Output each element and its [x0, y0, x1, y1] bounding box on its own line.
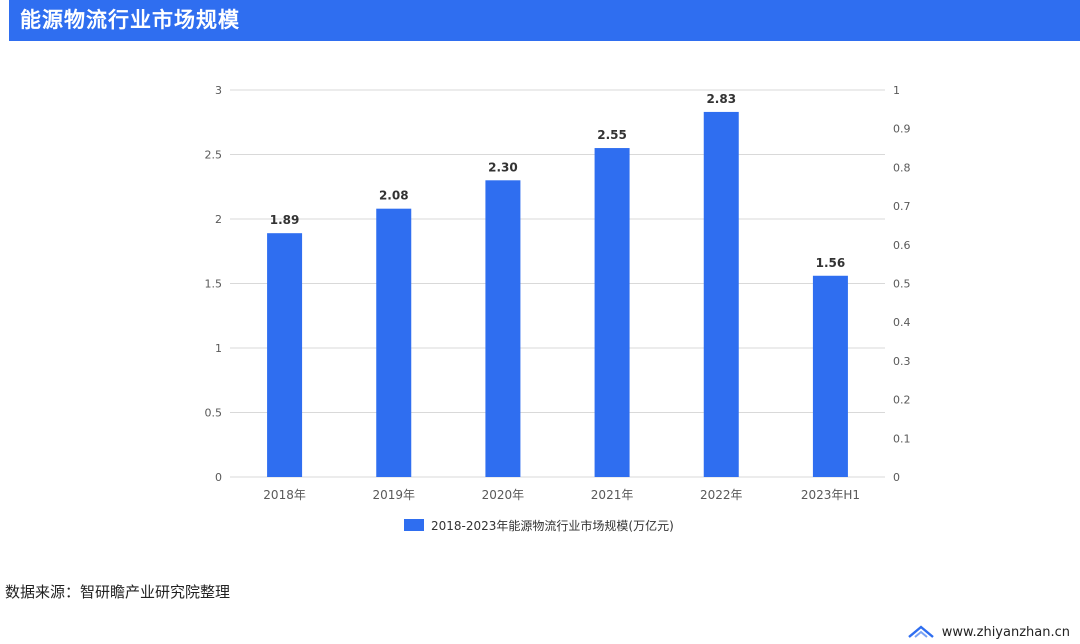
- bar-chart: 0 0.5 1 1.5 2 2.5 3 0 0.1 0.2 0.3 0.4 0.5 0.6 0.7 0.8 0.…: [205, 84, 911, 533]
- y-tick-label: 1.5: [205, 278, 223, 291]
- y2-tick-label: 0.4: [893, 316, 911, 329]
- header-banner: 能源物流行业市场规模: [0, 0, 1080, 41]
- y-tick-label: 0.5: [205, 407, 223, 420]
- footer: www.zhiyanzhan.cn: [908, 622, 1070, 642]
- data-label: 2.83: [706, 92, 736, 106]
- y-tick-label: 1: [215, 342, 222, 355]
- y2-tick-label: 0.7: [893, 200, 911, 213]
- x-tick-label: 2022年: [700, 488, 743, 502]
- bar: [594, 148, 630, 478]
- y2-tick-label: 0.3: [893, 355, 911, 368]
- y2-tick-label: 0.1: [893, 432, 911, 445]
- y2-tick-label: 0: [893, 471, 900, 484]
- page-title: 能源物流行业市场规模: [20, 8, 240, 32]
- x-tick-label: 2023年H1: [801, 488, 860, 502]
- y2-tick-label: 0.2: [893, 394, 911, 407]
- bar: [485, 180, 521, 478]
- bar: [267, 233, 303, 477]
- y2-tick-label: 0.8: [893, 161, 911, 174]
- x-tick-label: 2018年: [263, 488, 306, 502]
- y2-tick-label: 1: [893, 84, 900, 97]
- bar: [703, 111, 739, 478]
- bar: [812, 275, 848, 477]
- legend-swatch: [404, 519, 424, 531]
- header-accent-bar: [0, 0, 9, 41]
- x-tick-label: 2021年: [591, 488, 634, 502]
- data-label: 2.30: [488, 160, 518, 174]
- legend-label: 2018-2023年能源物流行业市场规模(万亿元): [431, 518, 674, 533]
- logo-icon: [908, 625, 934, 638]
- y2-tick-label: 0.5: [893, 278, 911, 291]
- website-url: www.zhiyanzhan.cn: [941, 624, 1070, 640]
- source-note: 数据来源：智研瞻产业研究院整理: [5, 583, 231, 601]
- y-tick-label: 0: [215, 471, 222, 484]
- data-label: 2.55: [597, 128, 627, 142]
- data-label: 1.56: [816, 256, 846, 270]
- data-label: 1.89: [270, 213, 300, 227]
- y2-tick-label: 0.9: [893, 123, 911, 136]
- bar: [376, 208, 412, 477]
- y2-tick-label: 0.6: [893, 239, 911, 252]
- data-label: 2.08: [379, 189, 409, 203]
- y-tick-label: 3: [215, 84, 222, 97]
- y-tick-label: 2: [215, 213, 222, 226]
- y-tick-label: 2.5: [205, 149, 223, 162]
- x-tick-label: 2020年: [482, 488, 525, 502]
- x-tick-label: 2019年: [372, 488, 415, 502]
